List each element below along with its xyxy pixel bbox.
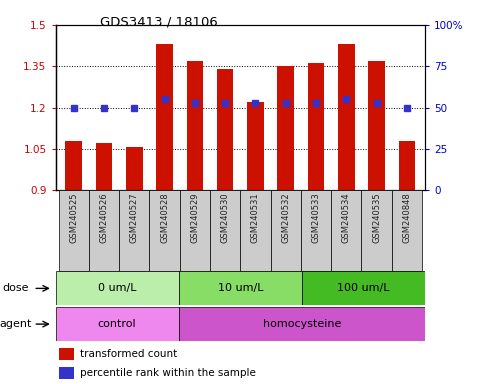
Text: GSM240526: GSM240526 — [99, 192, 109, 243]
Bar — [96, 143, 113, 190]
Text: GDS3413 / 18106: GDS3413 / 18106 — [100, 15, 218, 28]
Text: 100 um/L: 100 um/L — [337, 283, 390, 293]
Bar — [58, 190, 89, 271]
Text: GSM240528: GSM240528 — [160, 192, 169, 243]
Bar — [392, 190, 422, 271]
Bar — [302, 271, 425, 305]
Bar — [119, 190, 149, 271]
Text: GSM240531: GSM240531 — [251, 192, 260, 243]
Bar — [270, 190, 301, 271]
Text: GSM240527: GSM240527 — [130, 192, 139, 243]
Text: GSM240532: GSM240532 — [281, 192, 290, 243]
Bar — [338, 44, 355, 190]
Bar — [65, 141, 82, 190]
Text: dose: dose — [2, 283, 29, 293]
Bar — [241, 190, 270, 271]
Text: GSM240534: GSM240534 — [342, 192, 351, 243]
Text: GSM240848: GSM240848 — [402, 192, 412, 243]
Bar — [56, 307, 179, 341]
Bar — [398, 141, 415, 190]
Text: agent: agent — [0, 319, 32, 329]
Bar — [89, 190, 119, 271]
Bar — [180, 190, 210, 271]
Bar — [277, 66, 294, 190]
Bar — [56, 271, 179, 305]
Text: GSM240529: GSM240529 — [190, 192, 199, 243]
Text: GSM240535: GSM240535 — [372, 192, 381, 243]
Bar — [308, 63, 325, 190]
Text: percentile rank within the sample: percentile rank within the sample — [80, 368, 256, 378]
Bar — [186, 61, 203, 190]
Bar — [179, 271, 302, 305]
Text: homocysteine: homocysteine — [263, 319, 341, 329]
Text: transformed count: transformed count — [80, 349, 177, 359]
Bar — [210, 190, 241, 271]
Bar — [59, 367, 74, 379]
Bar — [301, 190, 331, 271]
Text: 10 um/L: 10 um/L — [217, 283, 263, 293]
Bar — [368, 61, 385, 190]
Bar — [247, 102, 264, 190]
Bar — [156, 44, 173, 190]
Bar — [179, 307, 425, 341]
Text: 0 um/L: 0 um/L — [98, 283, 136, 293]
Bar — [331, 190, 361, 271]
Text: GSM240525: GSM240525 — [69, 192, 78, 243]
Text: GSM240533: GSM240533 — [312, 192, 321, 243]
Text: GSM240530: GSM240530 — [221, 192, 229, 243]
Bar — [149, 190, 180, 271]
Text: control: control — [98, 319, 136, 329]
Bar — [126, 147, 142, 190]
Bar — [59, 348, 74, 360]
Bar — [361, 190, 392, 271]
Bar — [217, 69, 233, 190]
